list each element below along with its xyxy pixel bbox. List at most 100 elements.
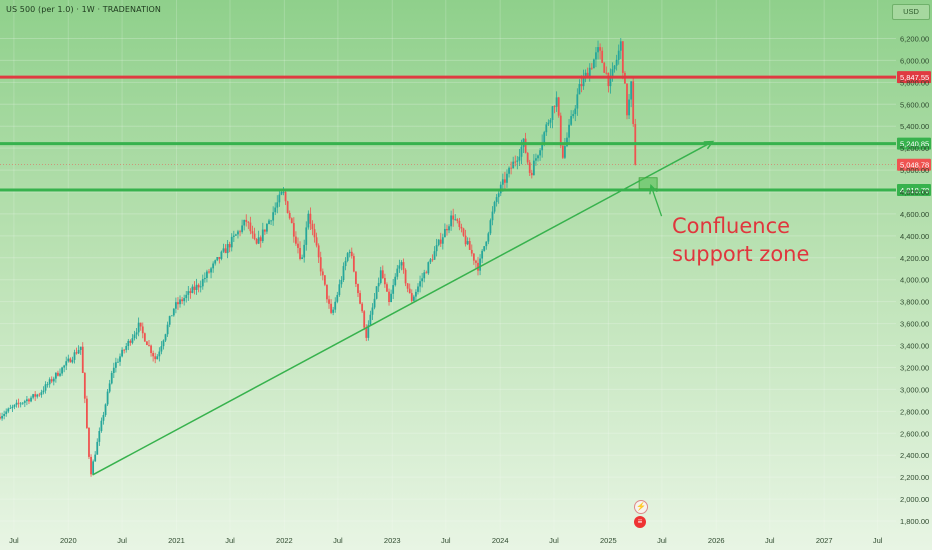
candle-body bbox=[272, 212, 275, 221]
y-tick-label: 3,400.00 bbox=[900, 342, 929, 351]
level-label-support: 4,818.78 bbox=[900, 186, 929, 195]
candle-body bbox=[247, 221, 250, 223]
candle-body bbox=[234, 234, 237, 236]
candle-body bbox=[239, 231, 241, 233]
horizontal-levels: 5,847.55 5,240.85 4,818.78 5,048.78 bbox=[0, 71, 931, 196]
candle-body bbox=[313, 229, 316, 238]
candle-body bbox=[446, 228, 448, 231]
candle-body bbox=[381, 270, 384, 278]
candle-body bbox=[32, 394, 35, 398]
candle-body bbox=[375, 286, 378, 299]
candle-body bbox=[199, 286, 202, 288]
y-tick-label: 3,600.00 bbox=[900, 320, 929, 329]
candle-body bbox=[532, 160, 535, 176]
candle-body bbox=[423, 272, 426, 279]
candle-body bbox=[96, 441, 99, 455]
candle-body bbox=[102, 415, 105, 421]
candle-body bbox=[512, 161, 515, 169]
currency-button[interactable]: USD bbox=[892, 4, 930, 20]
candle-body bbox=[342, 266, 345, 280]
candle-body bbox=[48, 379, 51, 385]
y-tick-label: 4,600.00 bbox=[900, 210, 929, 219]
candle-body bbox=[572, 114, 575, 117]
candle-body bbox=[75, 352, 78, 354]
candle-body bbox=[551, 106, 554, 120]
candle-body bbox=[394, 276, 397, 286]
candle-body bbox=[19, 403, 22, 405]
candle-body bbox=[415, 291, 417, 297]
lightning-icon[interactable]: ⚡ bbox=[634, 500, 648, 514]
candle-body bbox=[477, 262, 479, 271]
candle-body bbox=[390, 293, 392, 303]
candle-body bbox=[88, 427, 90, 457]
candle-body bbox=[454, 219, 457, 221]
candle-body bbox=[195, 284, 198, 290]
candle-body bbox=[50, 379, 53, 382]
candle-body bbox=[615, 59, 618, 66]
candle-body bbox=[334, 301, 337, 310]
candle-body bbox=[193, 286, 196, 290]
candle-body bbox=[429, 259, 432, 263]
candle-body bbox=[77, 349, 80, 354]
candle-body bbox=[112, 367, 115, 373]
candle-body bbox=[183, 298, 186, 302]
candle-body bbox=[23, 401, 26, 403]
candle-body bbox=[559, 115, 562, 146]
candle-body bbox=[369, 314, 372, 325]
candle-body bbox=[348, 251, 351, 254]
candle-body bbox=[30, 397, 32, 402]
y-tick-label: 4,000.00 bbox=[900, 276, 929, 285]
candle-body bbox=[439, 239, 442, 244]
candle-body bbox=[311, 223, 314, 230]
candle-body bbox=[336, 294, 339, 302]
candle-body bbox=[450, 215, 453, 227]
x-tick-label: 2026 bbox=[708, 536, 725, 545]
candle-body bbox=[528, 162, 531, 173]
candle-body bbox=[90, 456, 92, 475]
us-flag-icon[interactable]: ≡ bbox=[634, 516, 646, 528]
candle-body bbox=[40, 392, 43, 395]
candle-body bbox=[547, 122, 550, 125]
trendline bbox=[92, 140, 714, 476]
candle-body bbox=[135, 332, 138, 335]
current-price-tag bbox=[897, 158, 931, 171]
candle-body bbox=[34, 394, 37, 397]
candle-body bbox=[177, 302, 179, 305]
level-tag-support bbox=[897, 137, 931, 150]
candle-body bbox=[435, 245, 438, 252]
candle-body bbox=[508, 167, 510, 174]
candle-body bbox=[460, 226, 463, 229]
candle-body bbox=[338, 284, 341, 295]
x-tick-label: 2020 bbox=[60, 536, 77, 545]
candle-body bbox=[402, 262, 405, 270]
candle-body bbox=[160, 346, 163, 352]
candle-body bbox=[54, 372, 57, 379]
candle-body bbox=[288, 212, 291, 219]
candle-body bbox=[15, 402, 18, 405]
x-tick-label: Jul bbox=[657, 536, 667, 545]
trendline-arrowhead bbox=[703, 140, 715, 150]
candle-body bbox=[518, 156, 521, 161]
candle-body bbox=[323, 275, 326, 285]
candle-body bbox=[309, 213, 312, 224]
candle-body bbox=[621, 41, 624, 73]
candle-body bbox=[284, 191, 287, 202]
candle-body bbox=[259, 237, 262, 242]
candle-body bbox=[191, 286, 194, 293]
candle-body bbox=[483, 246, 486, 251]
candle-body bbox=[276, 202, 279, 208]
candle-body bbox=[340, 279, 343, 285]
candle-body bbox=[263, 229, 266, 232]
candle-body bbox=[603, 62, 606, 73]
candle-body bbox=[456, 219, 459, 221]
candle-body bbox=[574, 108, 577, 115]
candle-body bbox=[108, 383, 111, 392]
candle-body bbox=[497, 193, 500, 198]
candle-body bbox=[619, 41, 622, 51]
candle-body bbox=[365, 327, 368, 338]
candle-body bbox=[491, 211, 494, 221]
candle-body bbox=[110, 372, 113, 384]
candle-body bbox=[607, 72, 610, 87]
x-tick-label: 2025 bbox=[600, 536, 617, 545]
